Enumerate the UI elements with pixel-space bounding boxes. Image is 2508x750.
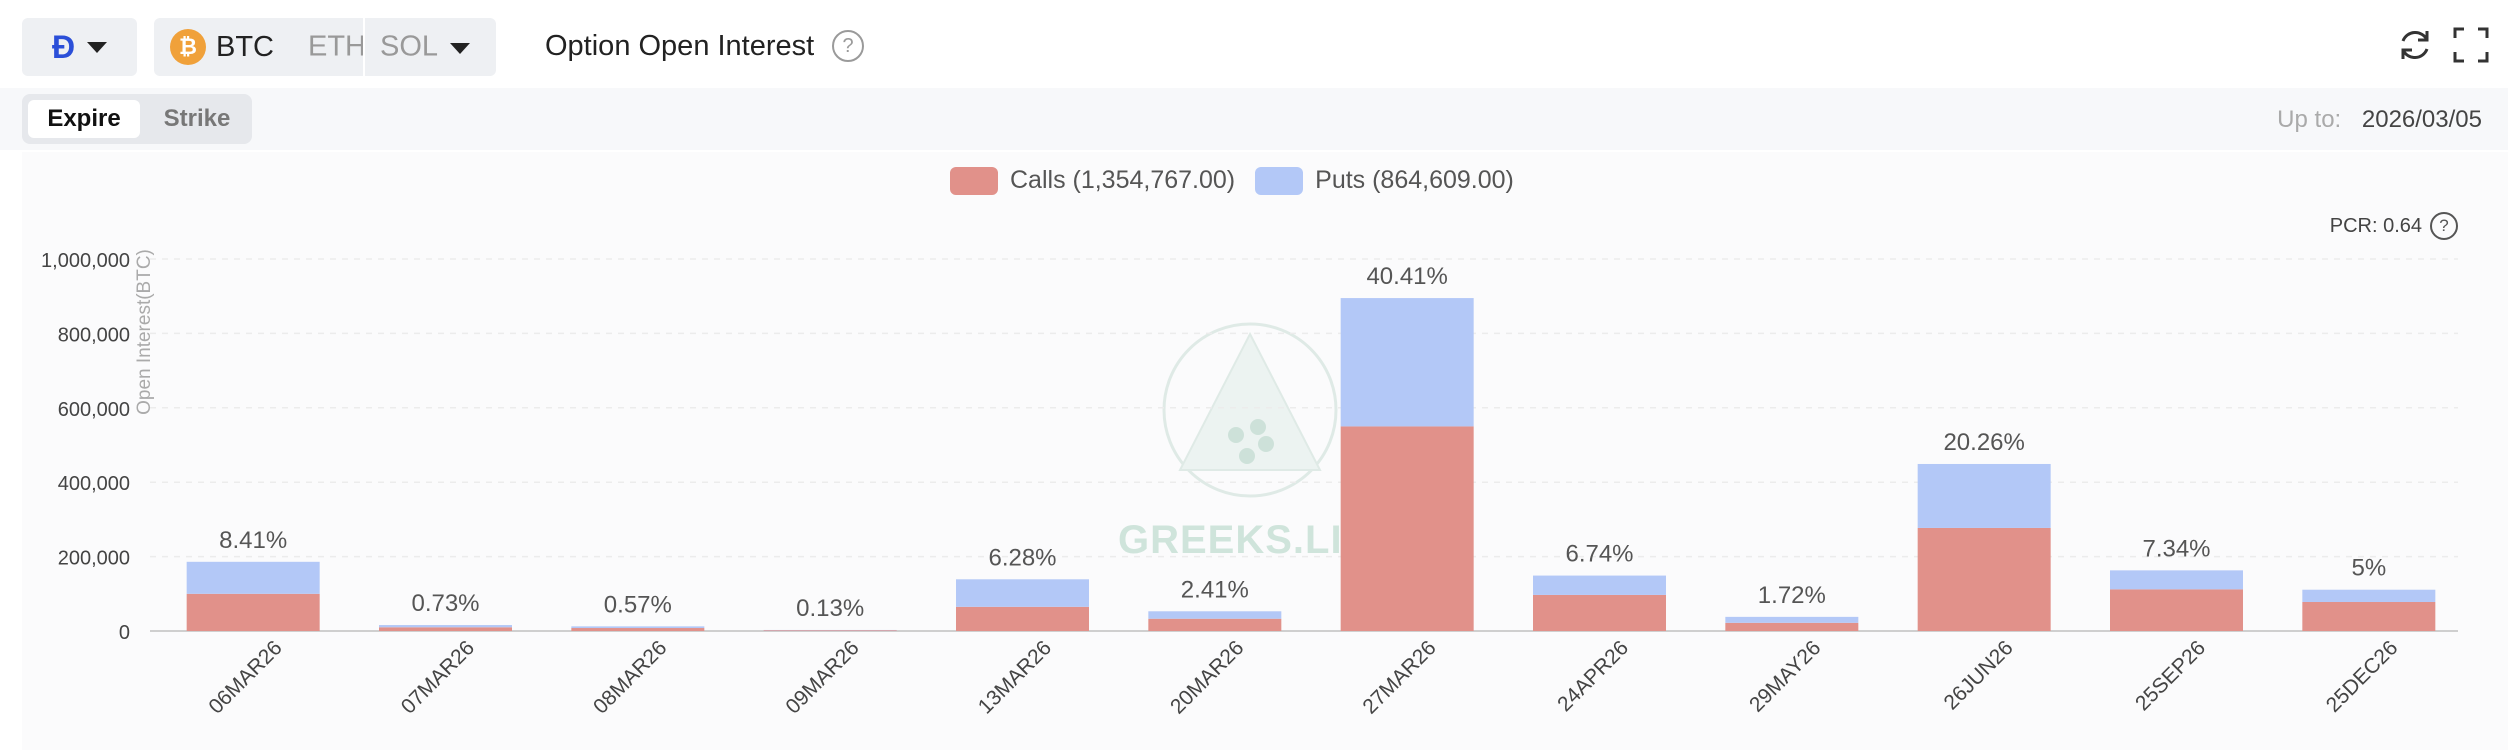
date-filter-label: Up to: <box>2277 106 2342 133</box>
bar-percent-label: 20.26% <box>1943 429 2024 456</box>
bar-puts <box>1148 611 1282 619</box>
bar-puts <box>2302 589 2436 602</box>
deribit-logo-icon: Đ <box>51 28 76 65</box>
bar-puts <box>571 626 705 629</box>
bitcoin-icon: ₿ <box>170 29 206 65</box>
coin-btc-button[interactable]: ₿ BTC <box>170 29 274 65</box>
bar-calls <box>2110 589 2243 631</box>
chevron-down-icon[interactable] <box>450 43 470 54</box>
date-filter[interactable]: Up to: 2026/03/05 <box>2277 106 2482 134</box>
bar-percent-label: 2.41% <box>1181 576 1249 603</box>
page-title: Option Open Interest <box>545 30 815 62</box>
tab-strike[interactable]: Strike <box>163 105 231 132</box>
bar-puts <box>2110 570 2243 590</box>
x-tick-label: 07MAR26 <box>397 636 479 718</box>
legend-swatch-calls <box>950 166 998 195</box>
greeks-logo-icon <box>1162 322 1338 498</box>
bar-percent-label: 8.41% <box>219 527 287 554</box>
bar-puts <box>1917 463 2051 528</box>
y-tick-label: 1,000,000 <box>41 250 130 272</box>
bar-puts <box>186 561 320 594</box>
fullscreen-icon[interactable] <box>2452 26 2490 64</box>
date-filter-value[interactable]: 2026/03/05 <box>2361 106 2482 133</box>
y-tick-label: 800,000 <box>58 324 130 346</box>
bar-percent-label: 6.74% <box>1565 541 1633 568</box>
y-tick-label: 0 <box>119 622 130 644</box>
x-tick-label: 06MAR26 <box>204 636 286 718</box>
view-toggle: Expire Strike <box>22 94 252 144</box>
exchange-select[interactable]: Đ <box>22 18 137 76</box>
chart-panel <box>22 152 2508 750</box>
x-tick-label: 29MAY26 <box>1745 636 1825 716</box>
question-circle-icon[interactable]: ? <box>2430 212 2458 240</box>
coin-eth-button[interactable]: ETH <box>308 30 366 63</box>
y-tick-label: 200,000 <box>58 548 130 570</box>
legend-item-puts[interactable]: Puts (864,609.00) <box>1255 166 1514 195</box>
y-axis-label: Open Interest(BTC) <box>134 249 155 415</box>
bar-puts <box>956 579 1089 607</box>
bar-calls <box>571 628 705 631</box>
bar-percent-label: 5% <box>2351 555 2386 582</box>
tab-expire[interactable]: Expire <box>28 100 140 138</box>
bar-puts <box>1340 298 1474 427</box>
bar-calls <box>2302 601 2436 631</box>
y-tick-label: 400,000 <box>58 473 130 495</box>
bar-calls <box>1533 594 1666 631</box>
bar-calls <box>186 593 320 631</box>
legend-label-calls: Calls (1,354,767.00) <box>1010 166 1236 194</box>
sub-toolbar: Expire Strike Up to: 2026/03/05 <box>0 88 2508 150</box>
coin-divider <box>363 18 365 76</box>
x-tick-label: 26JUN26 <box>1940 636 2018 714</box>
bar-puts <box>1533 575 1666 595</box>
bar-percent-label: 7.34% <box>2142 535 2210 562</box>
chart-legend: Calls (1,354,767.00) Puts (864,609.00) <box>950 166 1514 195</box>
coin-selector: ₿ BTC ETH SOL <box>154 18 496 76</box>
legend-swatch-puts <box>1255 166 1304 195</box>
y-tick-label: 600,000 <box>58 399 130 421</box>
x-tick-label: 24APR26 <box>1553 636 1633 716</box>
bar-puts <box>1725 616 1859 623</box>
bar-calls <box>1148 618 1282 631</box>
x-tick-label: 13MAR26 <box>974 636 1056 718</box>
bar-percent-label: 1.72% <box>1758 582 1826 609</box>
pcr-label: PCR: 0.64 <box>2329 214 2422 237</box>
bar-calls <box>1340 426 1474 631</box>
bar-calls <box>379 627 512 631</box>
legend-label-puts: Puts (864,609.00) <box>1315 166 1514 194</box>
bar-calls <box>956 606 1089 631</box>
bar-percent-label: 40.41% <box>1366 263 1447 290</box>
x-tick-label: 25DEC26 <box>2322 636 2403 717</box>
top-bar: Đ ₿ BTC ETH SOL Option Open Interest ? <box>0 0 2508 88</box>
x-tick-label: 20MAR26 <box>1166 636 1248 718</box>
x-tick-label: 27MAR26 <box>1358 636 1440 718</box>
pcr-indicator: PCR: 0.64 ? <box>2330 212 2458 240</box>
bar-calls <box>1917 527 2051 631</box>
bar-calls <box>1725 622 1859 631</box>
bar-percent-label: 0.57% <box>604 591 672 618</box>
bar-puts <box>379 625 512 628</box>
bar-percent-label: 0.13% <box>796 595 864 622</box>
x-tick-label: 08MAR26 <box>589 636 671 718</box>
chevron-down-icon <box>87 41 108 53</box>
x-tick-label: 25SEP26 <box>2131 636 2210 715</box>
legend-item-calls[interactable]: Calls (1,354,767.00) <box>950 166 1235 195</box>
bar-calls <box>763 630 897 631</box>
top-actions <box>2396 26 2490 64</box>
refresh-icon[interactable] <box>2396 26 2434 64</box>
bar-percent-label: 0.73% <box>411 590 479 617</box>
x-tick-label: 09MAR26 <box>781 636 863 718</box>
coin-sol-button[interactable]: SOL <box>380 30 439 63</box>
bar-percent-label: 6.28% <box>988 544 1056 571</box>
coin-btc-label: BTC <box>216 30 274 63</box>
question-circle-icon[interactable]: ? <box>832 30 864 62</box>
